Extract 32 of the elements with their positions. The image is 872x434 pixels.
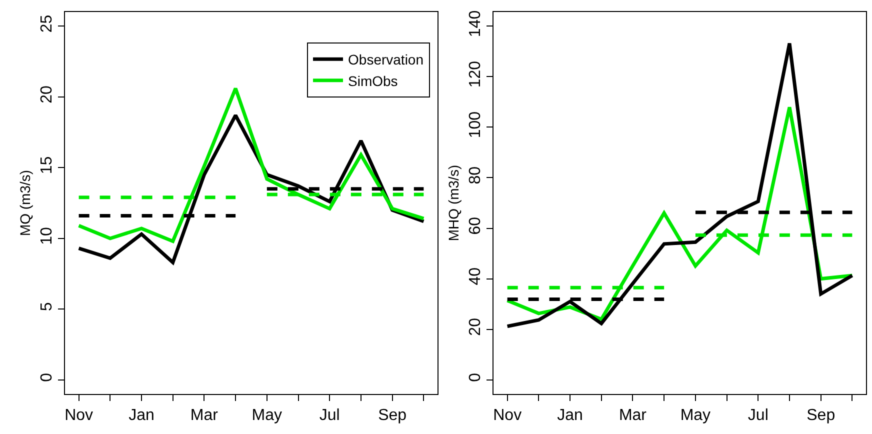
y-tick-label: 0 [467, 372, 484, 382]
x-tick-label: Jan [128, 407, 154, 424]
x-tick-label: May [680, 407, 711, 424]
x-tick-label: Sep [378, 407, 407, 424]
y-tick-label: 20 [38, 85, 56, 104]
line-series [506, 42, 854, 328]
y-tick-label: 5 [38, 302, 56, 312]
x-tick-label: Sep [806, 407, 836, 424]
y-tick-label: 120 [467, 60, 484, 88]
y-axis-title: MHQ (m3/s) [446, 164, 462, 242]
y-tick-label: 60 [467, 216, 484, 235]
x-tick-label: Jan [557, 407, 583, 424]
line-series [77, 86, 426, 243]
x-tick-label: Jul [319, 407, 340, 424]
y-tick-label: 25 [38, 14, 56, 33]
y-tick-label: 80 [467, 166, 484, 184]
y-tick-label: 20 [467, 318, 484, 336]
y-tick-label: 0 [38, 372, 56, 382]
x-tick-label: May [252, 407, 282, 424]
x-tick-label: Mar [618, 407, 648, 424]
y-tick-label: 100 [467, 111, 484, 138]
y-tick-label: 15 [38, 156, 56, 174]
legend-label: Observation [348, 52, 424, 68]
x-tick-label: Nov [64, 407, 94, 424]
x-tick-label: Nov [493, 407, 522, 424]
y-axis-title: MQ (m3/s) [17, 170, 34, 236]
y-tick-label: 10 [38, 226, 56, 245]
legend-label: SimObs [348, 72, 398, 89]
y-tick-label: 140 [467, 10, 484, 38]
x-tick-label: Mar [190, 407, 219, 424]
y-tick-label: 40 [467, 267, 484, 286]
x-tick-label: Jul [748, 407, 768, 424]
